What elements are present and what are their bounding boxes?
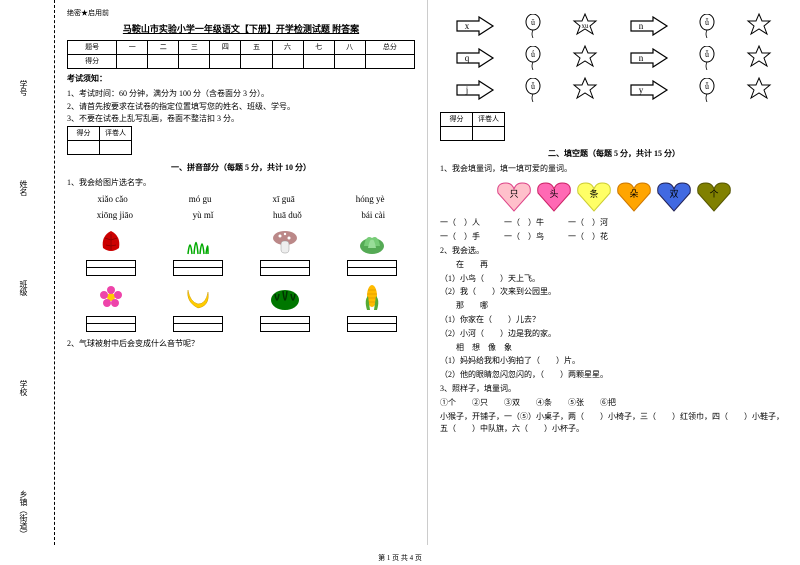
choice-item: （2）我（ ）次来到公园里。 bbox=[440, 286, 788, 299]
balloon-icon: ǔ bbox=[524, 14, 542, 38]
bind-field: 乡镇（街道） bbox=[18, 490, 29, 538]
question-1-1: 1、我会给图片选名字。 bbox=[67, 177, 415, 190]
star-icon bbox=[571, 44, 599, 72]
choice-item: （1）小鸟（ ）天上飞。 bbox=[440, 273, 788, 286]
balloon-icon: ǘ bbox=[524, 46, 542, 70]
arrow-icon: y bbox=[629, 79, 669, 101]
heart-icon: 只 bbox=[494, 179, 534, 213]
svg-text:ǘ: ǘ bbox=[531, 50, 535, 59]
bind-field: 姓名 bbox=[18, 180, 29, 196]
left-column: 绝密★启用前 马鞍山市实验小学一年级语文【下册】开学检测试题 附答案 题号一二三… bbox=[55, 0, 428, 545]
pinyin-row: xiōng jiāoyù mǐhuā duǒbái cài bbox=[67, 208, 415, 222]
fill-text: 小猴子，开铺子，一（⑤）小桌子，两（ ）小椅子，三（ ）红领巾，四（ ）小鞋子，… bbox=[440, 411, 788, 437]
secrecy-tag: 绝密★启用前 bbox=[67, 8, 415, 19]
star-icon bbox=[745, 76, 773, 104]
image-row-1 bbox=[67, 226, 415, 256]
options-line: ①个 ②只 ③双 ④条 ⑤张 ⑥把 bbox=[440, 397, 788, 410]
arrow-icon: q bbox=[455, 47, 495, 69]
mushroom-icon bbox=[265, 226, 305, 256]
binding-margin: 乡镇（街道） 学校 班级 姓名 学号 bbox=[0, 0, 55, 545]
svg-text:ǚ: ǚ bbox=[705, 50, 709, 59]
arrow-icon: j bbox=[455, 79, 495, 101]
question-1-2: 2、气球被射中后会变成什么音节呢？ bbox=[67, 338, 415, 351]
arrow-icon: n bbox=[629, 47, 669, 69]
exam-title: 马鞍山市实验小学一年级语文【下册】开学检测试题 附答案 bbox=[67, 22, 415, 36]
bind-field: 学号 bbox=[18, 80, 29, 96]
cabbage-icon bbox=[352, 226, 392, 256]
notice-line: 1、考试时间：60 分钟，满分为 100 分（含卷面分 3 分）。 bbox=[67, 88, 415, 101]
question-2-1: 1、我会填量词，填一填可爱的量词。 bbox=[440, 163, 788, 176]
pinyin-row: xiǎo cǎomó guxī guāhóng yè bbox=[67, 192, 415, 206]
heart-icon: 个 bbox=[694, 179, 734, 213]
arrow-balloon-grid: x ǔ xu n ǚ q ǘ n ǚ j ǚ y ǚ bbox=[440, 8, 788, 112]
choice-head: 相 想 像 象 bbox=[440, 342, 788, 355]
grass-icon bbox=[178, 226, 218, 256]
star-icon bbox=[571, 76, 599, 104]
svg-text:ǚ: ǚ bbox=[705, 82, 709, 91]
notice-line: 3、不要在试卷上乱写乱画，卷面不整洁扣 3 分。 bbox=[67, 113, 415, 126]
heart-icon: 条 bbox=[574, 179, 614, 213]
heart-icon: 双 bbox=[654, 179, 694, 213]
balloon-icon: ǚ bbox=[698, 14, 716, 38]
arrow-icon: n bbox=[629, 15, 669, 37]
question-2-2: 2、我会选。 bbox=[440, 245, 788, 258]
corn-icon bbox=[352, 282, 392, 312]
notice-line: 2、请首先按要求在试卷的指定位置填写您的姓名、班级、学号。 bbox=[67, 101, 415, 114]
image-row-2 bbox=[67, 282, 415, 312]
svg-text:ǚ: ǚ bbox=[531, 82, 535, 91]
svg-text:x: x bbox=[464, 21, 469, 31]
choice-item: （1）你家在（ ）儿去？ bbox=[440, 314, 788, 327]
heart-icon: 头 bbox=[534, 179, 574, 213]
star-icon: xu bbox=[571, 12, 599, 40]
question-2-3: 3、照样子，填量词。 bbox=[440, 383, 788, 396]
page-footer: 第 1 页 共 4 页 bbox=[0, 553, 800, 563]
bind-field: 学校 bbox=[18, 380, 29, 396]
fill-line: 一（ ）手 一（ ）鸟 一（ ）花 bbox=[440, 231, 788, 244]
grader-table: 得分评卷人 bbox=[440, 112, 505, 141]
svg-text:ǚ: ǚ bbox=[705, 18, 709, 27]
choice-item: （2）小河（ ）边是我的家。 bbox=[440, 328, 788, 341]
svg-text:y: y bbox=[638, 85, 643, 95]
svg-text:ǔ: ǔ bbox=[531, 18, 535, 27]
svg-text:n: n bbox=[638, 21, 643, 31]
watermelon-icon bbox=[265, 282, 305, 312]
choice-head: 那 哪 bbox=[440, 300, 788, 313]
balloon-icon: ǚ bbox=[524, 78, 542, 102]
section-1-title: 一、拼音部分（每题 5 分，共计 10 分） bbox=[67, 162, 415, 175]
star-icon bbox=[745, 44, 773, 72]
score-table: 题号一二三四五六七八总分 得分 bbox=[67, 40, 415, 69]
notice-title: 考试须知： bbox=[67, 73, 415, 86]
arrow-icon: x bbox=[455, 15, 495, 37]
svg-text:n: n bbox=[638, 53, 643, 63]
right-column: x ǔ xu n ǚ q ǘ n ǚ j ǚ y ǚ 得分评卷人 二、填空题（每题 5 分，共计 15 … bbox=[428, 0, 800, 545]
section-2-title: 二、填空题（每题 5 分，共计 15 分） bbox=[440, 148, 788, 161]
heart-icon: 朵 bbox=[614, 179, 654, 213]
choice-item: （1）妈妈给我和小狗拍了（ ）片。 bbox=[440, 355, 788, 368]
choice-head: 在 再 bbox=[440, 259, 788, 272]
choice-item: （2）他的眼睛忽闪忽闪的，（ ）两颗星星。 bbox=[440, 369, 788, 382]
banana-icon bbox=[178, 282, 218, 312]
balloon-icon: ǚ bbox=[698, 78, 716, 102]
heart-row: 只头条朵双个 bbox=[440, 179, 788, 213]
svg-text:xu: xu bbox=[582, 22, 590, 30]
svg-text:j: j bbox=[464, 85, 468, 95]
grader-table: 得分评卷人 bbox=[67, 126, 132, 155]
svg-text:q: q bbox=[464, 53, 469, 63]
flower-icon bbox=[91, 282, 131, 312]
fill-line: 一（ ）人 一（ ）牛 一（ ）河 bbox=[440, 217, 788, 230]
balloon-icon: ǚ bbox=[698, 46, 716, 70]
star-icon bbox=[745, 12, 773, 40]
bind-field: 班级 bbox=[18, 280, 29, 296]
leaf-icon bbox=[91, 226, 131, 256]
